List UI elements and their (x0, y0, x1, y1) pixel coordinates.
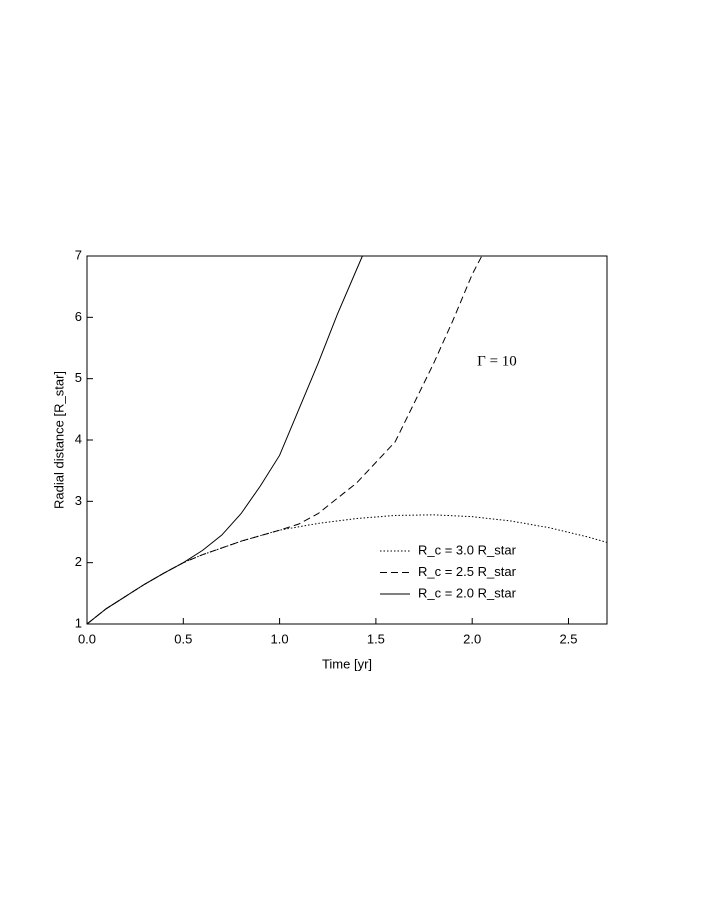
y-tick-label: 2 (75, 554, 82, 569)
legend-label: R_c = 2.0 R_star (418, 585, 517, 600)
annotation: Γ = 10 (477, 353, 517, 369)
y-tick-label: 7 (75, 247, 82, 262)
line (86, 514, 608, 625)
line (86, 255, 363, 625)
x-axis-label: Time [yr] (322, 656, 372, 671)
x-tick-label: 0.0 (78, 631, 96, 646)
y-tick-label: 4 (75, 431, 82, 446)
y-tick-label: 5 (75, 370, 82, 385)
legend-label: R_c = 3.0 R_star (418, 542, 517, 557)
y-axis-label: Radial distance [R_star] (51, 371, 66, 509)
x-tick-label: 2.5 (559, 631, 577, 646)
y-tick-label: 3 (75, 493, 82, 508)
x-tick-label: 1.5 (367, 631, 385, 646)
x-tick-label: 2.0 (463, 631, 481, 646)
legend-label: R_c = 2.5 R_star (418, 564, 517, 579)
y-tick-label: 6 (75, 309, 82, 324)
y-tick-label: 1 (75, 615, 82, 630)
x-tick-label: 0.5 (174, 631, 192, 646)
line (86, 255, 483, 625)
x-tick-label: 1.0 (271, 631, 289, 646)
